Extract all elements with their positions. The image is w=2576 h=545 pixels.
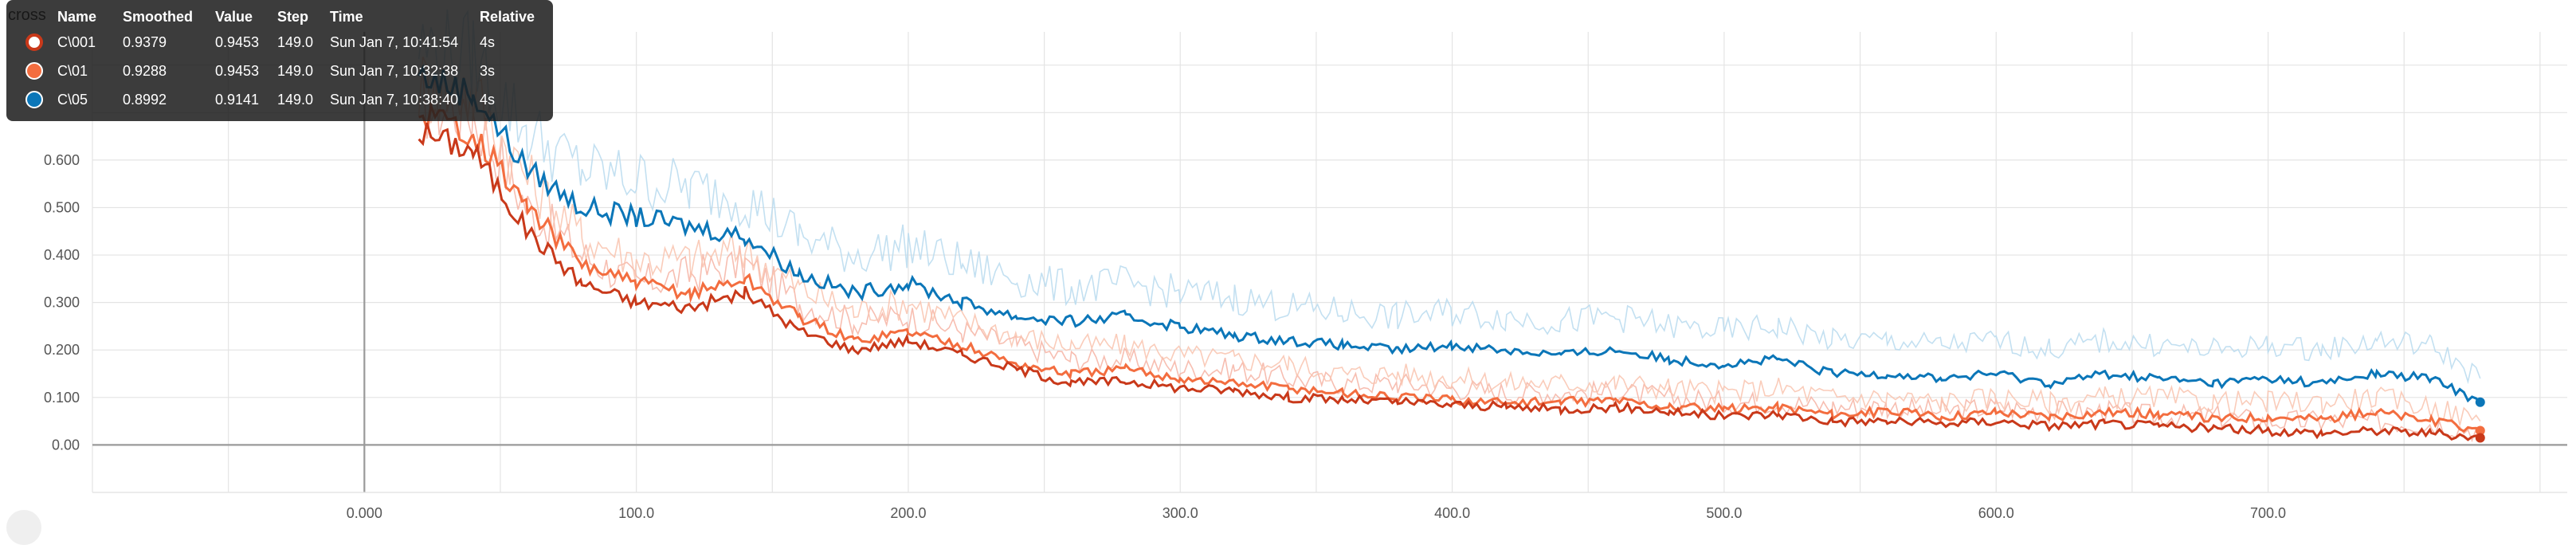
tooltip-row-relative: 3s	[480, 63, 496, 79]
x-tick-label: 300.0	[1163, 505, 1198, 521]
x-tick-label: 700.0	[2250, 505, 2286, 521]
raw-series-line	[418, 9, 2481, 385]
series-swatch-icon	[25, 62, 43, 80]
tooltip-header-row: Name Smoothed Value Step Time Relative	[6, 6, 553, 27]
tooltip-header-value: Value	[215, 9, 253, 25]
raw-series-layer	[418, 9, 2481, 443]
tooltip-row-value: 0.9453	[215, 63, 260, 79]
y-tick-label: 0.400	[44, 247, 80, 263]
series-end-marker	[2475, 397, 2485, 407]
tooltip-header-time: Time	[330, 9, 363, 25]
tooltip-row-value: 0.9453	[215, 34, 260, 50]
series-swatch-icon	[25, 91, 43, 108]
hover-tooltip: Name Smoothed Value Step Time Relative C…	[6, 0, 553, 121]
tooltip-row-relative: 4s	[480, 92, 496, 108]
smoothed-series-layer	[418, 64, 2481, 441]
x-tick-label: 400.0	[1434, 505, 1470, 521]
tooltip-row-smoothed: 0.8992	[123, 92, 167, 108]
tooltip-row-relative: 4s	[480, 34, 496, 50]
y-tick-label: 0.600	[44, 152, 80, 168]
tooltip-header-smoothed: Smoothed	[123, 9, 193, 25]
tooltip-row-step: 149.0	[277, 92, 314, 108]
tooltip-row-step: 149.0	[277, 63, 314, 79]
tooltip-row-name: C\01	[57, 63, 88, 79]
reset-zoom-icon[interactable]	[6, 510, 41, 545]
series-end-marker	[2475, 425, 2485, 436]
tooltip-row-smoothed: 0.9288	[123, 63, 167, 79]
tooltip-header-name: Name	[57, 9, 97, 25]
x-tick-label: 500.0	[1706, 505, 1742, 521]
smoothed-series-line	[418, 122, 2481, 441]
tooltip-row: C\01 0.9288 0.9453 149.0 Sun Jan 7, 10:3…	[6, 61, 553, 81]
tooltip-row-time: Sun Jan 7, 10:41:54	[330, 34, 459, 50]
end-marker-layer	[2475, 397, 2485, 443]
tooltip-header-step: Step	[277, 9, 309, 25]
y-tick-label: 0.500	[44, 199, 80, 215]
raw-series-line	[418, 56, 2481, 425]
tooltip-row: C\001 0.9379 0.9453 149.0 Sun Jan 7, 10:…	[6, 32, 553, 53]
y-tick-label: 0.00	[52, 437, 80, 453]
tooltip-row: C\05 0.8992 0.9141 149.0 Sun Jan 7, 10:3…	[6, 89, 553, 110]
x-tick-label: 600.0	[1978, 505, 2014, 521]
y-tick-label: 0.100	[44, 390, 80, 406]
tooltip-row-time: Sun Jan 7, 10:38:40	[330, 92, 459, 108]
tooltip-row-smoothed: 0.9379	[123, 34, 167, 50]
x-tick-label: 100.0	[618, 505, 654, 521]
tooltip-header-relative: Relative	[480, 9, 535, 25]
tooltip-row-step: 149.0	[277, 34, 314, 50]
smoothed-series-line	[418, 101, 2481, 433]
series-swatch-icon	[25, 33, 43, 51]
x-tick-label: 0.000	[347, 505, 382, 521]
series-end-marker	[2475, 433, 2485, 443]
tooltip-row-name: C\001	[57, 34, 96, 50]
tick-label-layer: 0.00 0.100 0.200 0.300 0.400 0.500 0.600 0.000 1…	[44, 152, 2286, 521]
x-tick-label: 200.0	[890, 505, 926, 521]
tooltip-row-name: C\05	[57, 92, 88, 108]
tooltip-row-value: 0.9141	[215, 92, 260, 108]
smoothed-series-line	[418, 64, 2481, 403]
tooltip-row-time: Sun Jan 7, 10:32:38	[330, 63, 459, 79]
y-tick-label: 0.300	[44, 295, 80, 311]
y-tick-label: 0.200	[44, 342, 80, 358]
